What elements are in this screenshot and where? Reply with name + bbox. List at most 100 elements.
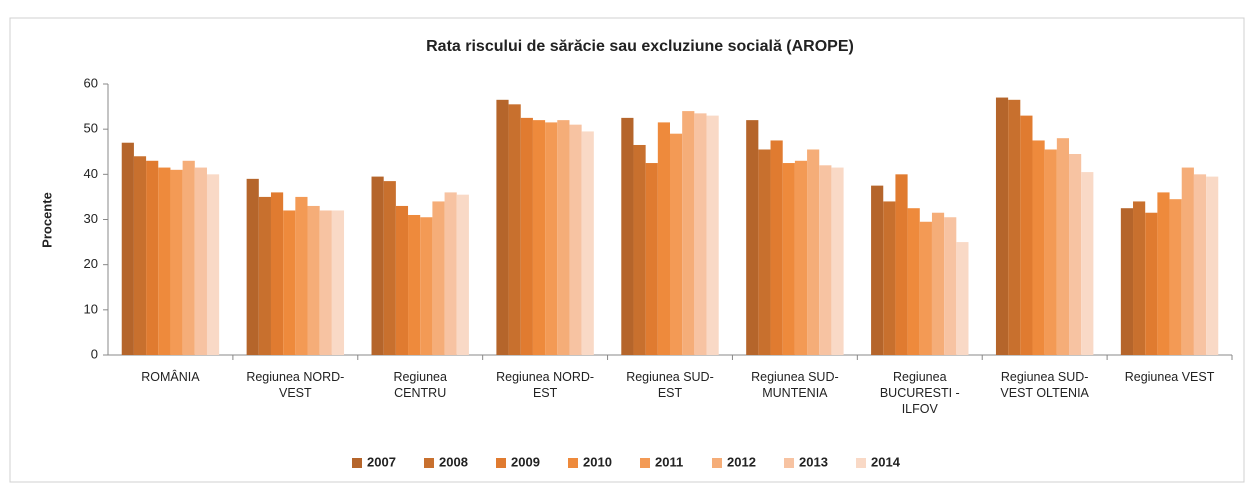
x-tick-label: Regiunea SUD-MUNTENIA bbox=[751, 370, 839, 400]
bar bbox=[569, 124, 582, 356]
bar bbox=[444, 192, 457, 355]
bar bbox=[1081, 172, 1094, 355]
bar bbox=[408, 214, 421, 355]
legend-label: 2008 bbox=[439, 454, 468, 469]
bar bbox=[331, 210, 345, 355]
bar bbox=[782, 163, 795, 355]
bar bbox=[146, 160, 159, 355]
bar bbox=[557, 120, 570, 355]
bar bbox=[432, 201, 445, 355]
bar bbox=[706, 115, 719, 355]
bar bbox=[1044, 149, 1057, 355]
bar bbox=[645, 163, 658, 355]
bar bbox=[194, 167, 207, 355]
bar bbox=[633, 144, 646, 355]
bar bbox=[496, 99, 509, 355]
x-tick-label: ROMÂNIA bbox=[141, 370, 200, 384]
bar bbox=[158, 167, 171, 355]
chart-title: Rata riscului de sărăcie sau excluziune … bbox=[426, 38, 854, 55]
bar bbox=[270, 192, 284, 355]
bar bbox=[581, 131, 594, 355]
bar bbox=[944, 217, 957, 355]
bar bbox=[657, 122, 670, 356]
bar bbox=[621, 117, 634, 355]
bar bbox=[545, 122, 558, 356]
y-tick-label: 60 bbox=[84, 75, 98, 90]
bar bbox=[258, 196, 271, 355]
bar bbox=[819, 165, 832, 355]
bar bbox=[956, 242, 969, 355]
bar bbox=[395, 205, 409, 355]
bar bbox=[456, 194, 469, 355]
bar bbox=[1157, 192, 1170, 355]
bar bbox=[919, 221, 932, 355]
bar bbox=[1008, 99, 1021, 355]
bar bbox=[121, 142, 134, 355]
legend-label: 2009 bbox=[511, 454, 540, 469]
x-tick-label: Regiunea BUCURESTI - ILFOV bbox=[879, 370, 960, 416]
bar bbox=[758, 149, 771, 355]
bar bbox=[283, 210, 296, 355]
bar bbox=[1020, 115, 1033, 355]
bar bbox=[770, 140, 783, 355]
bar bbox=[206, 174, 220, 355]
legend-label: 2011 bbox=[655, 454, 683, 469]
x-tick-label: Regiunea NORD-VEST bbox=[246, 370, 345, 400]
legend-label: 2007 bbox=[367, 454, 396, 469]
x-tick-label: Regiunea VEST bbox=[1124, 370, 1215, 384]
bar bbox=[371, 176, 384, 355]
bar bbox=[420, 217, 433, 355]
legend-label: 2012 bbox=[727, 454, 756, 469]
bar bbox=[794, 160, 808, 355]
y-tick-label: 50 bbox=[84, 121, 98, 136]
bar bbox=[831, 167, 844, 355]
bar bbox=[883, 201, 896, 355]
bar bbox=[871, 185, 884, 355]
bar bbox=[1145, 212, 1158, 355]
legend-label: 2013 bbox=[799, 454, 828, 469]
bar bbox=[246, 178, 259, 355]
x-tick-label: Regiunea SUD-VEST OLTENIA bbox=[1000, 370, 1089, 400]
bar bbox=[1169, 199, 1182, 355]
bar bbox=[508, 104, 521, 355]
bar bbox=[1133, 201, 1146, 355]
bar bbox=[1032, 140, 1045, 355]
chart-border bbox=[9, 17, 1245, 483]
bar bbox=[746, 120, 759, 355]
bar bbox=[907, 208, 920, 355]
legend-swatch bbox=[496, 458, 506, 468]
x-tick-label: Regiunea SUD-EST bbox=[626, 370, 714, 400]
bar bbox=[383, 181, 396, 355]
bar bbox=[295, 196, 308, 355]
y-tick-label: 0 bbox=[91, 346, 98, 361]
bar bbox=[1206, 176, 1219, 355]
bar bbox=[670, 133, 683, 355]
bar bbox=[532, 120, 546, 355]
y-tick-label: 10 bbox=[84, 301, 98, 316]
y-tick-label: 30 bbox=[84, 211, 98, 226]
bar bbox=[1181, 167, 1194, 355]
bar bbox=[170, 169, 183, 355]
legend-label: 2014 bbox=[871, 454, 901, 469]
bar bbox=[1069, 154, 1082, 355]
x-tick-label: Regiunea NORD-EST bbox=[496, 370, 595, 400]
legend-label: 2010 bbox=[583, 454, 612, 469]
y-tick-label: 40 bbox=[84, 166, 98, 181]
legend-swatch bbox=[568, 458, 578, 468]
bar bbox=[694, 113, 707, 355]
legend-swatch bbox=[640, 458, 650, 468]
bar bbox=[895, 174, 908, 355]
x-tick-label: Regiunea CENTRU bbox=[393, 370, 447, 400]
y-axis-label: Procente bbox=[39, 192, 54, 248]
bar bbox=[182, 160, 195, 355]
bar bbox=[1056, 138, 1070, 355]
legend-swatch bbox=[784, 458, 794, 468]
bar bbox=[1193, 174, 1207, 355]
bar bbox=[133, 156, 147, 355]
bar bbox=[520, 117, 533, 355]
bar bbox=[1120, 208, 1134, 355]
legend-swatch bbox=[424, 458, 434, 468]
bar bbox=[319, 210, 332, 355]
bar bbox=[682, 111, 695, 355]
